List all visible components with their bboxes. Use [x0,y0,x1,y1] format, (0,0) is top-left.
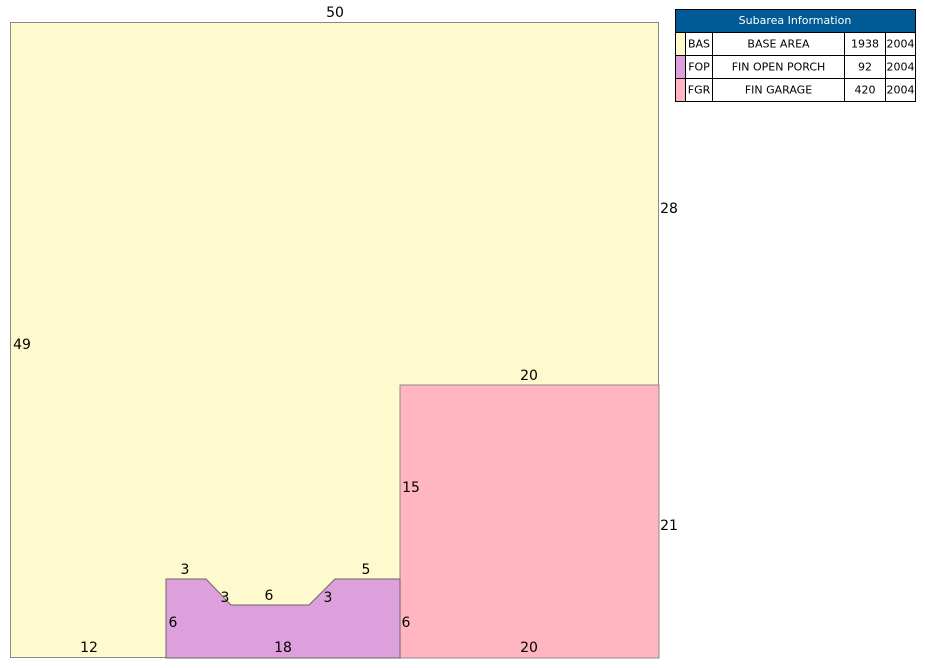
dimension-label: 6 [402,615,411,631]
dimension-label: 6 [169,615,178,631]
cell-text: FOP [688,61,710,74]
cell-text: FIN GARAGE [745,84,812,97]
dimension-label: 18 [274,640,292,656]
cell-text: 420 [855,84,876,97]
cell-text: 2004 [887,38,915,51]
cell-text: FGR [688,84,711,97]
dimension-label: 3 [181,562,190,578]
open-porch [165,578,401,659]
dimension-labels: 50 28 49 20 15 21 3 5 3 6 3 6 6 12 18 20 [13,5,678,656]
color-swatch [675,78,686,102]
cell-text: 92 [858,61,872,74]
table-title: Subarea Information [739,14,852,27]
color-swatch [675,55,686,79]
cell-text: 1938 [851,38,879,51]
dimension-label: 20 [520,368,538,384]
dimension-label: 12 [80,640,98,656]
dimension-label: 15 [402,480,420,496]
dimension-label: 21 [660,518,678,534]
cell-text: 2004 [887,84,915,97]
dimension-label: 6 [265,588,274,604]
table-cell [885,78,916,102]
dimension-label: 5 [362,562,371,578]
cell-text: BAS [688,38,710,51]
subarea-table: Subarea Information BAS BASE AREA 1938 2004… [675,9,916,102]
cell-text: FIN OPEN PORCH [732,61,826,74]
dimension-label: 3 [221,590,230,606]
dimension-label: 50 [326,5,344,21]
cell-text: 2004 [887,61,915,74]
dimension-label: 20 [520,640,538,656]
garage [399,384,660,659]
dimension-label: 3 [324,590,333,606]
dimension-label: 49 [13,337,31,353]
color-swatch [675,32,686,56]
cell-text: BASE AREA [747,38,810,51]
dimension-label: 28 [660,201,678,217]
